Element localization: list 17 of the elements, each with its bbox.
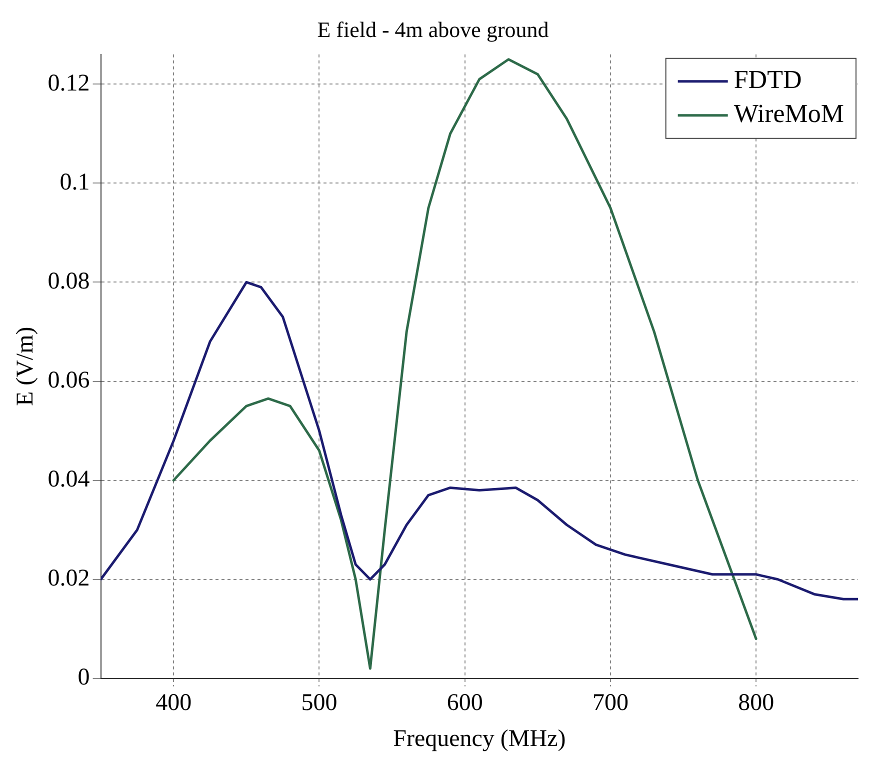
y-tick-label: 0.12 (48, 70, 90, 96)
x-tick-label: 800 (738, 690, 774, 716)
y-tick-label: 0.02 (48, 566, 90, 592)
legend-label: WireMoM (734, 99, 844, 128)
chart-title: E field - 4m above ground (317, 16, 549, 42)
x-tick-label: 400 (156, 690, 192, 716)
x-tick-label: 500 (301, 690, 338, 716)
y-tick-label: 0.04 (48, 466, 90, 493)
y-axis-title: E (V/m) (12, 326, 39, 406)
y-tick-label: 0.06 (48, 368, 90, 394)
y-tick-label: 0.1 (60, 169, 90, 196)
legend-label: FDTD (734, 65, 802, 94)
x-axis-title: Frequency (MHz) (393, 726, 566, 752)
x-tick-label: 700 (592, 690, 628, 716)
y-tick-label: 0.08 (48, 268, 90, 295)
x-tick-label: 600 (446, 690, 483, 716)
y-tick-label: 0 (78, 664, 90, 691)
